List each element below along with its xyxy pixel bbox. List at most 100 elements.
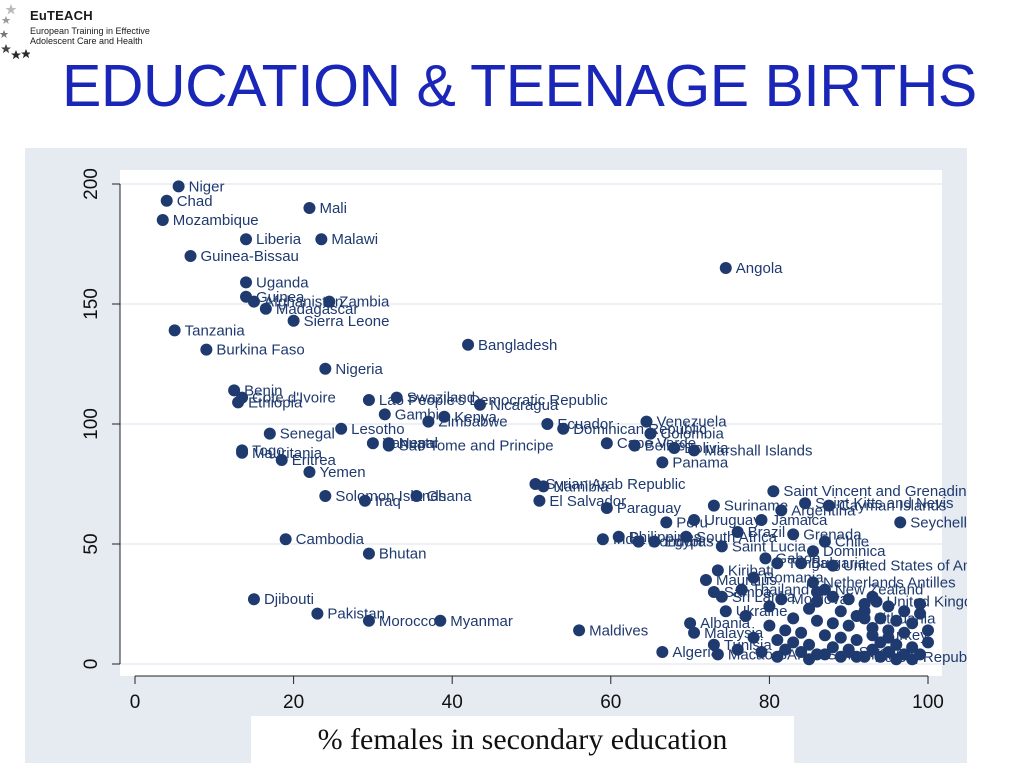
point-label: Jamaica [771, 512, 828, 529]
point-label: Tunisia [724, 637, 772, 654]
data-point [366, 437, 379, 450]
point-label: Tonga [787, 555, 829, 572]
data-point [600, 437, 613, 450]
point-label: Uganda [256, 274, 309, 291]
data-point [711, 564, 724, 577]
data-point [755, 514, 768, 526]
data-point [826, 559, 839, 572]
point-label: United Kingdom [886, 594, 967, 611]
point-label: Mali [319, 200, 347, 217]
data-point [648, 535, 661, 548]
data-point [719, 605, 732, 618]
data-point [739, 610, 752, 622]
data-point [711, 648, 724, 661]
point-label: Paraguay [617, 500, 682, 517]
data-point [890, 614, 903, 627]
point-label: Iraq [375, 493, 401, 510]
data-point [795, 557, 808, 570]
point-label: Pakistan [327, 606, 385, 623]
data-point [890, 653, 903, 666]
point-label: Marshall Islands [704, 442, 812, 459]
data-point [874, 650, 887, 663]
x-tick-label: 40 [442, 692, 463, 713]
point-label: Zambia [339, 294, 390, 311]
point-label: Honduras [649, 534, 714, 551]
point-label: Peru [676, 514, 708, 531]
data-point [914, 607, 927, 620]
data-point [894, 516, 907, 529]
point-label: Lesotho [351, 421, 404, 438]
point-label: Argentina [791, 502, 856, 519]
data-point [259, 302, 272, 315]
data-point [731, 643, 744, 656]
data-point [906, 617, 919, 630]
point-label: Maldives [589, 622, 648, 639]
data-point [533, 494, 546, 507]
data-point [826, 641, 839, 654]
data-point [807, 545, 820, 558]
data-point [240, 233, 253, 246]
point-label: Gambia [395, 406, 448, 423]
chart-panel: 0 50 100 150 200 0 20 40 60 80 100 Niger Chad Mali Moz… [25, 148, 967, 763]
point-label: Malawi [331, 231, 378, 248]
data-point [232, 396, 245, 409]
data-point [842, 593, 855, 606]
data-point [632, 535, 645, 548]
data-point [759, 552, 772, 565]
point-label: Turkey [882, 627, 928, 644]
data-point [573, 624, 586, 637]
data-point [315, 233, 328, 246]
data-point [362, 394, 375, 406]
point-label: Nigeria [335, 361, 383, 378]
point-label: Switzerland [827, 646, 905, 663]
data-point [735, 583, 748, 596]
data-point [612, 530, 625, 543]
data-point [898, 626, 911, 639]
y-tick-label: 0 [81, 659, 102, 670]
point-label: Nicaragua [490, 397, 559, 414]
data-point [382, 439, 395, 452]
data-point [303, 466, 316, 478]
data-point [537, 480, 550, 493]
data-point [247, 295, 260, 308]
point-label: Seychelles [910, 514, 967, 531]
data-point [914, 598, 927, 610]
point-label: Ecuador [557, 416, 613, 433]
data-point [858, 650, 871, 663]
point-label: Swaziland [407, 390, 475, 407]
point-label: Panama [672, 454, 729, 471]
data-point [172, 180, 185, 193]
data-point [628, 439, 641, 452]
data-point [715, 590, 728, 603]
data-point [707, 638, 720, 651]
point-label: Dominica [823, 543, 886, 560]
data-point [826, 617, 839, 630]
data-point [200, 343, 213, 356]
data-point [755, 646, 768, 658]
data-point [699, 574, 712, 586]
point-label: Mozambique [173, 212, 259, 229]
data-point [719, 262, 732, 274]
y-tick-label: 150 [81, 288, 102, 320]
data-point [787, 636, 800, 649]
data-point [898, 605, 911, 618]
point-label: Brazil [748, 524, 786, 541]
data-point [541, 418, 554, 430]
data-point [818, 583, 831, 596]
data-point [870, 595, 883, 608]
point-label: Guinea [256, 289, 305, 306]
point-label: Myanmar [450, 613, 513, 630]
data-point [779, 624, 792, 637]
point-label: Korea, Republic of [875, 649, 967, 666]
data-point [842, 619, 855, 632]
data-point [688, 514, 701, 526]
point-label: Grenada [803, 526, 862, 543]
data-point [826, 590, 839, 603]
logo-subtitle: European Training in Effective Adolescen… [30, 26, 150, 46]
data-point [438, 410, 451, 423]
stars-logo-icon [0, 4, 31, 60]
point-label: Kiribati [728, 562, 774, 579]
data-point [390, 391, 403, 404]
data-point [688, 626, 701, 639]
